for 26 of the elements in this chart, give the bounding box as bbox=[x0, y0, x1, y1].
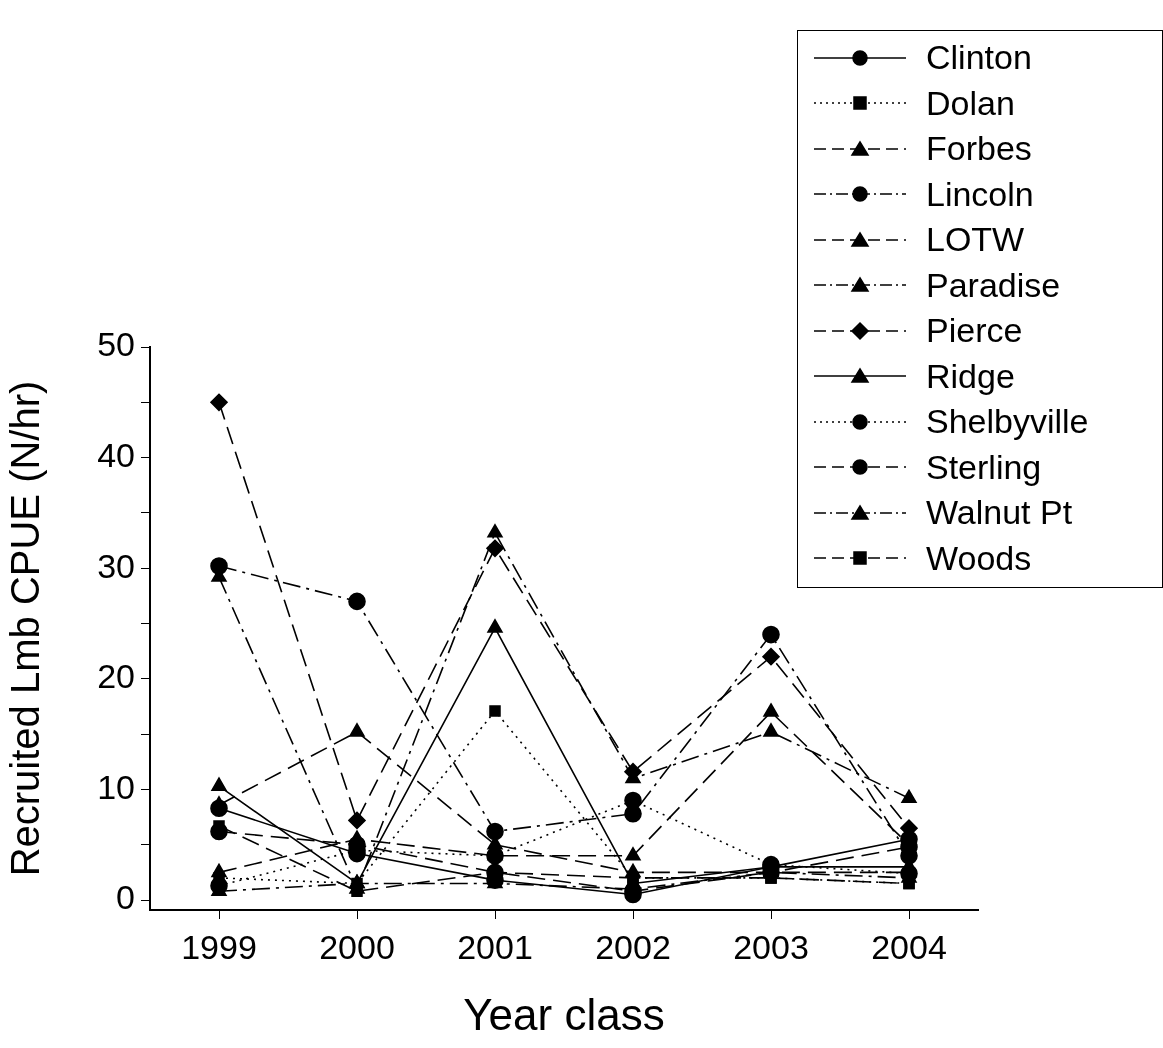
y-tick-label: 10 bbox=[97, 767, 135, 806]
legend-label: Walnut Pt bbox=[926, 493, 1073, 533]
legend-label: Sterling bbox=[926, 447, 1042, 487]
x-tick-label: 2003 bbox=[733, 927, 809, 966]
x-tick-label: 2002 bbox=[595, 927, 671, 966]
y-tick-label: 50 bbox=[97, 325, 135, 364]
legend-label: Forbes bbox=[926, 129, 1032, 169]
x-tick-label: 2000 bbox=[319, 927, 395, 966]
legend-label: Clinton bbox=[926, 38, 1032, 78]
legend-label: Paradise bbox=[926, 265, 1061, 305]
legend-label: Dolan bbox=[926, 83, 1015, 123]
legend-label: Woods bbox=[926, 538, 1032, 578]
legend-label: Lincoln bbox=[926, 174, 1034, 214]
x-axis-title: Year class bbox=[463, 989, 665, 1039]
y-tick-label: 20 bbox=[97, 657, 135, 696]
legend-label: Shelbyville bbox=[926, 402, 1089, 442]
legend-label: LOTW bbox=[926, 220, 1025, 260]
y-tick-label: 30 bbox=[97, 546, 135, 585]
x-tick-label: 1999 bbox=[181, 927, 257, 966]
legend-label: Pierce bbox=[926, 311, 1023, 351]
x-tick-label: 2004 bbox=[871, 927, 947, 966]
y-axis-title: Recruited Lmb CPUE (N/hr) bbox=[3, 380, 48, 877]
y-tick-label: 40 bbox=[97, 435, 135, 474]
x-tick-label: 2001 bbox=[457, 927, 533, 966]
y-tick-label: 0 bbox=[116, 878, 135, 917]
legend-label: Ridge bbox=[926, 356, 1015, 396]
